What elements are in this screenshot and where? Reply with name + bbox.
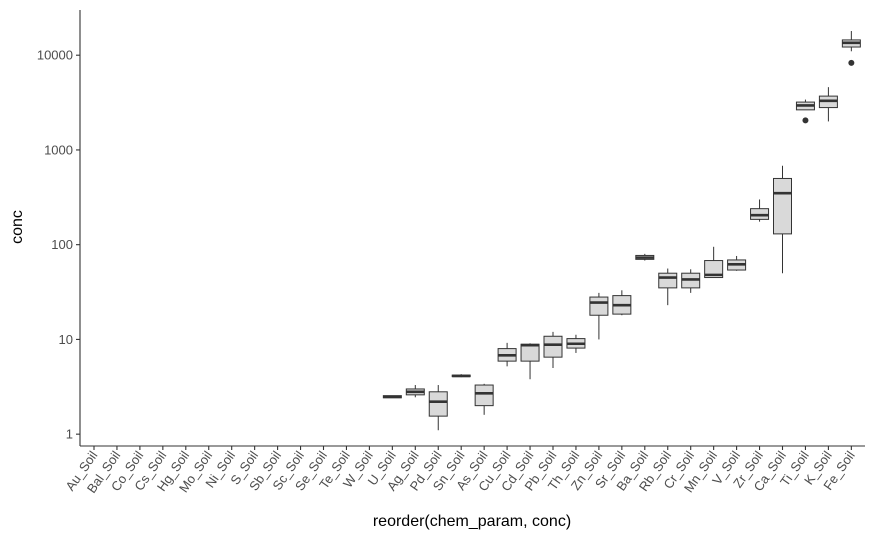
box <box>589 296 609 316</box>
y-tick-label: 1000 <box>44 142 73 157</box>
boxplot-Ti_Soil <box>795 99 815 124</box>
box <box>773 177 792 235</box>
boxplot-As_Soil <box>474 383 494 415</box>
boxplot-Ag_Soil <box>405 385 425 398</box>
y-axis-title: conc <box>9 210 26 244</box>
boxplot-U_Soil <box>382 395 402 399</box>
boxplot-Sn_Soil <box>451 374 471 378</box>
box <box>658 272 678 289</box>
box <box>474 384 494 407</box>
boxplot-Zn_Soil <box>589 292 609 340</box>
boxplot-Sr_Soil <box>612 290 632 316</box>
x-axis-title: reorder(chem_param, conc) <box>373 513 571 530</box>
boxplot-Cu_Soil <box>497 342 517 367</box>
boxplot-Ca_Soil <box>773 165 792 274</box>
boxplot-Fe_Soil <box>841 31 861 66</box>
boxplot-Zr_Soil <box>750 199 770 222</box>
outlier-point <box>802 117 809 124</box>
boxplot-V_Soil <box>727 255 747 271</box>
plot-area <box>382 31 861 431</box>
y-tick-label: 1 <box>66 427 73 442</box>
boxplot-Cd_Soil <box>520 343 540 380</box>
box <box>520 343 540 362</box>
boxplot-Pb_Soil <box>543 331 563 368</box>
boxplot-Th_Soil <box>566 334 586 353</box>
box <box>543 335 563 358</box>
boxplot-Pd_Soil <box>428 385 448 431</box>
y-tick-label: 10000 <box>37 48 73 63</box>
y-tick-label: 100 <box>51 237 73 252</box>
boxplot-Ba_Soil <box>635 253 655 261</box>
y-ticks: 1 10 100 1000 10000 <box>37 48 80 442</box>
boxplot-Rb_Soil <box>658 268 678 306</box>
outlier-point <box>848 59 855 66</box>
boxplot-K_Soil <box>818 87 838 122</box>
box <box>704 260 724 279</box>
x-ticks: Au_SoilBal_SoilCo_SoilCs_SoilHg_SoilMo_S… <box>62 446 858 496</box>
boxplot-Mn_Soil <box>704 246 724 279</box>
box <box>428 391 448 417</box>
boxplot-Cr_Soil <box>681 269 701 293</box>
y-tick-label: 10 <box>59 332 73 347</box>
